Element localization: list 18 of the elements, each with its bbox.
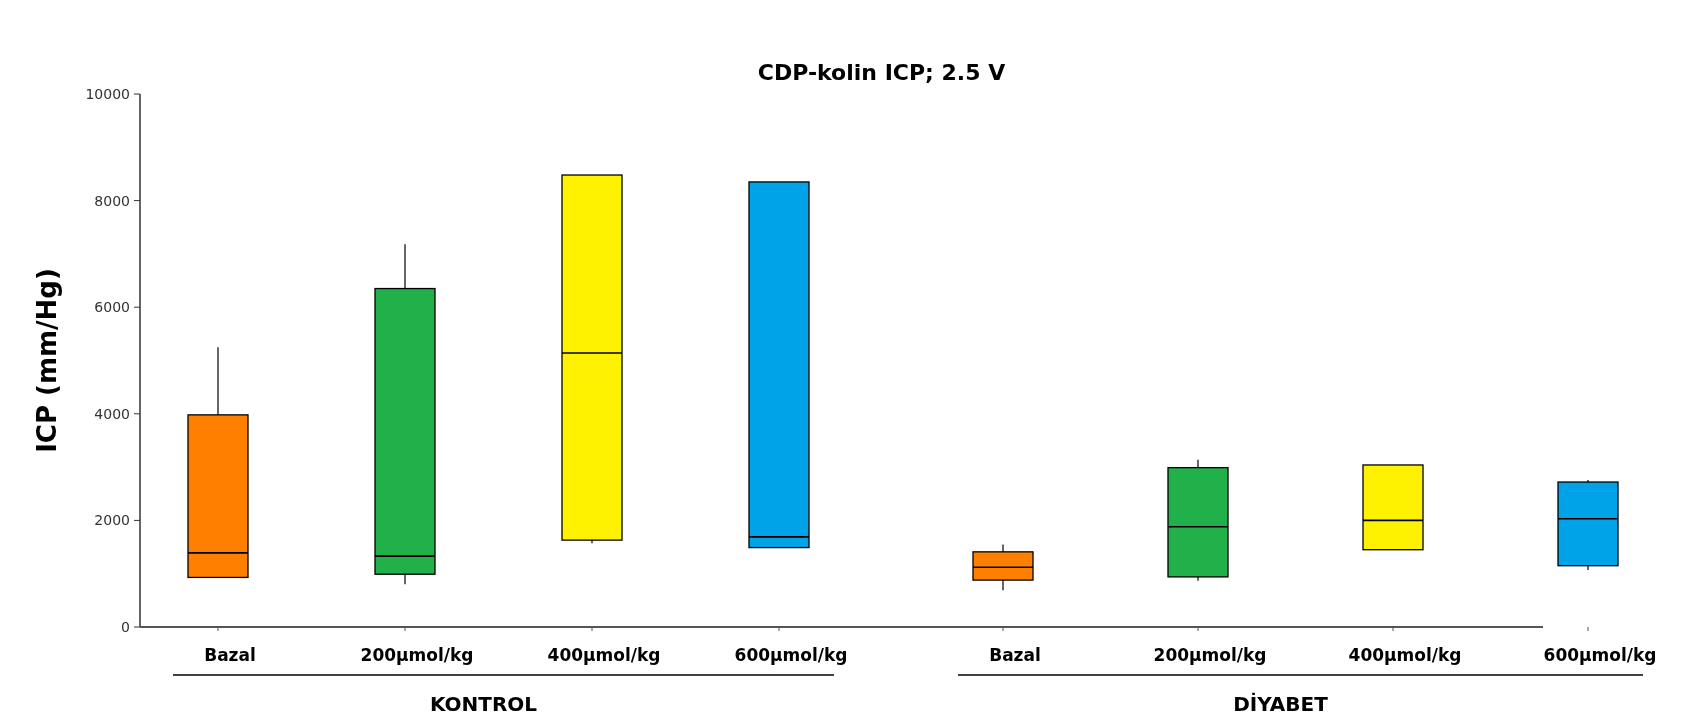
x-tick-label: 600µmol/kg <box>734 645 848 665</box>
x-tick-label: 400µmol/kg <box>1348 645 1462 665</box>
chart-title: CDP-kolin ICP; 2.5 V <box>757 60 1006 85</box>
x-tick-label: 400µmol/kg <box>547 645 661 665</box>
x-tick-label: 200µmol/kg <box>1153 645 1267 665</box>
x-tick-label: Bazal <box>989 645 1041 665</box>
y-tick-label: 8000 <box>94 192 130 209</box>
y-tick-label: 4000 <box>94 405 130 422</box>
x-tick-label: Bazal <box>204 645 256 665</box>
text: KONTROL <box>429 692 538 716</box>
y-tick-label: 10000 <box>85 85 130 102</box>
y-tick-label: 2000 <box>94 512 130 529</box>
x-tick-label: 200µmol/kg <box>360 645 474 665</box>
y-axis-title: ICP (mm/Hg) <box>32 268 62 453</box>
text: DİYABET <box>1233 692 1329 716</box>
x-tick-label: 600µmol/kg <box>1543 645 1657 665</box>
y-tick-label: 6000 <box>94 299 130 316</box>
y-tick-label: 0 <box>121 618 130 635</box>
